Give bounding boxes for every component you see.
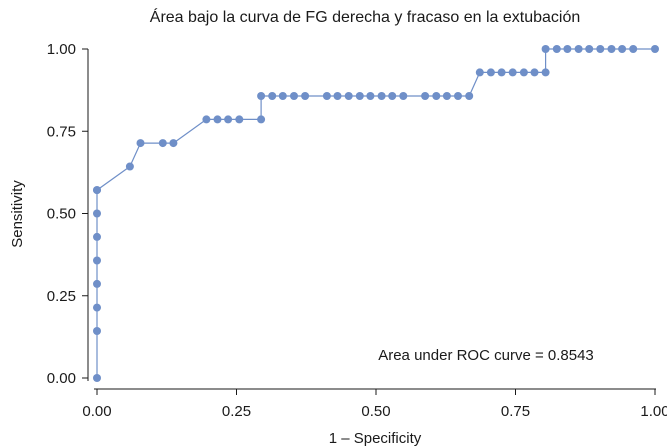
roc-point xyxy=(651,45,659,53)
roc-point xyxy=(388,92,397,100)
roc-point xyxy=(290,92,298,100)
roc-point xyxy=(268,92,277,100)
roc-point xyxy=(366,92,375,100)
roc-point xyxy=(442,92,451,100)
roc-point xyxy=(301,92,310,100)
roc-point xyxy=(235,115,244,124)
roc-point xyxy=(93,279,101,288)
axis-ticks: 0.00 0.25 0.50 0.75 1.00 0.00 0.25 0.50 0.75 1.00 xyxy=(47,41,667,420)
roc-point xyxy=(213,115,222,124)
roc-point xyxy=(530,68,539,77)
roc-point xyxy=(629,45,638,53)
roc-point xyxy=(125,162,134,171)
roc-point xyxy=(93,232,101,241)
roc-point xyxy=(93,374,101,382)
roc-point xyxy=(278,92,287,100)
roc-point xyxy=(333,92,342,100)
roc-point xyxy=(454,92,462,100)
roc-point xyxy=(421,92,430,100)
y-tick-label: 0.75 xyxy=(47,123,76,140)
roc-point xyxy=(136,139,145,148)
roc-point xyxy=(93,209,101,218)
chart-title: Área bajo la curva de FG derecha y fraca… xyxy=(150,7,580,26)
roc-point xyxy=(497,68,506,77)
roc-point xyxy=(322,92,331,100)
y-axis-title: Sensitivity xyxy=(9,180,26,248)
roc-point xyxy=(93,256,101,265)
x-tick-label: 1.00 xyxy=(640,403,667,420)
roc-point xyxy=(169,139,178,148)
roc-point xyxy=(93,186,101,195)
roc-point xyxy=(541,45,550,53)
roc-point xyxy=(93,303,101,312)
roc-point xyxy=(585,45,594,53)
roc-point xyxy=(607,45,616,53)
roc-point xyxy=(541,68,550,77)
roc-point xyxy=(93,327,101,335)
roc-point xyxy=(432,92,441,100)
roc-point xyxy=(344,92,353,100)
roc-point xyxy=(475,68,484,77)
roc-point xyxy=(486,68,495,77)
auc-annotation: Area under ROC curve = 0.8543 xyxy=(378,347,594,364)
roc-point xyxy=(508,68,517,77)
y-tick-label: 0.00 xyxy=(47,370,76,387)
roc-point xyxy=(596,45,605,53)
x-tick-label: 0.25 xyxy=(222,403,251,420)
roc-point xyxy=(377,92,386,100)
roc-point xyxy=(202,115,211,124)
x-axis-title: 1 – Specificity xyxy=(329,430,422,447)
x-tick-label: 0.00 xyxy=(82,403,111,420)
roc-point xyxy=(355,92,364,100)
roc-point xyxy=(465,92,474,100)
roc-point xyxy=(552,45,561,53)
y-tick-label: 1.00 xyxy=(47,41,76,58)
roc-curve-line xyxy=(96,48,655,378)
roc-point xyxy=(257,115,266,124)
roc-point xyxy=(563,45,572,53)
roc-point xyxy=(158,139,167,148)
roc-point xyxy=(519,68,528,77)
roc-point xyxy=(574,45,583,53)
y-tick-label: 0.25 xyxy=(47,288,76,305)
roc-point xyxy=(399,92,408,100)
x-tick-label: 0.75 xyxy=(501,403,530,420)
roc-points xyxy=(93,45,659,382)
roc-point xyxy=(224,115,233,124)
y-tick-label: 0.50 xyxy=(47,206,76,223)
roc-point xyxy=(257,92,266,100)
roc-point xyxy=(618,45,627,53)
x-tick-label: 0.50 xyxy=(361,403,390,420)
